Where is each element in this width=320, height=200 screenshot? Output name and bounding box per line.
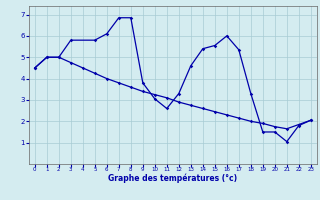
- X-axis label: Graphe des températures (°c): Graphe des températures (°c): [108, 174, 237, 183]
